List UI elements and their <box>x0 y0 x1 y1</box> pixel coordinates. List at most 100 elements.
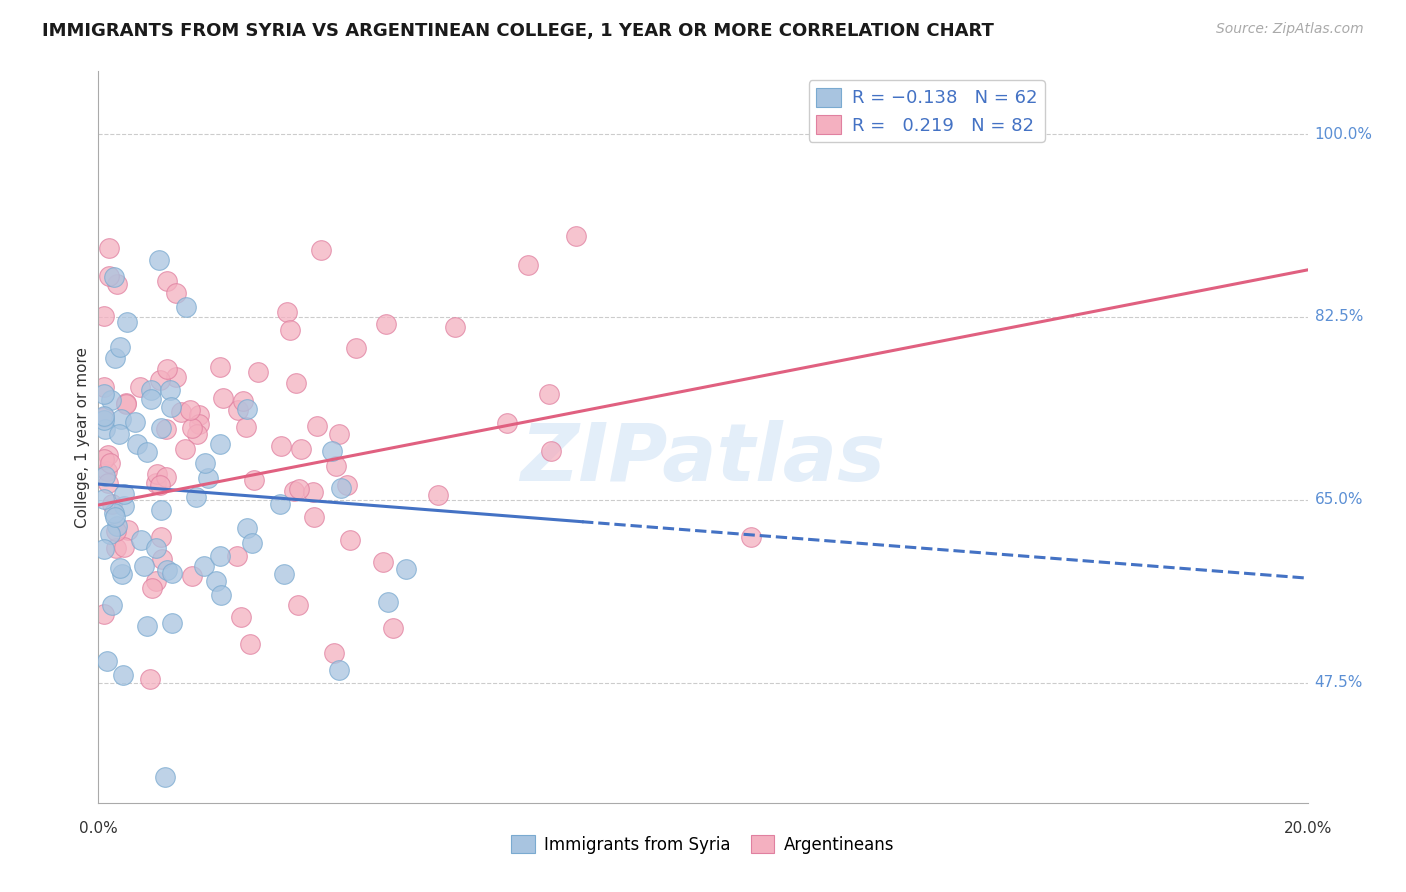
Point <box>136 618 159 632</box>
Point <box>193 558 215 573</box>
Point <box>197 471 219 485</box>
Point <box>155 470 177 484</box>
Point <box>426 488 449 502</box>
Point <box>269 497 291 511</box>
Point <box>141 581 163 595</box>
Point <box>373 555 395 569</box>
Point <box>98 526 121 541</box>
Point <box>160 400 183 414</box>
Point <box>187 408 209 422</box>
Point <box>112 540 135 554</box>
Point <box>145 574 167 588</box>
Point <box>141 383 163 397</box>
Point <box>283 483 305 498</box>
Point <box>287 598 309 612</box>
Point <box>330 482 353 496</box>
Point <box>247 365 270 379</box>
Point <box>302 509 325 524</box>
Point <box>278 323 301 337</box>
Point <box>98 241 121 255</box>
Point <box>117 523 139 537</box>
Point <box>149 373 172 387</box>
Point <box>105 277 128 291</box>
Text: Source: ZipAtlas.com: Source: ZipAtlas.com <box>1216 22 1364 37</box>
Point <box>135 444 157 458</box>
Point <box>443 320 465 334</box>
Point <box>273 566 295 581</box>
Point <box>112 487 135 501</box>
Point <box>242 474 264 488</box>
Point <box>93 409 115 423</box>
Point <box>375 317 398 331</box>
Point <box>181 421 204 435</box>
Point <box>209 549 232 564</box>
Point <box>139 392 162 406</box>
Point <box>156 563 179 577</box>
Point <box>179 403 201 417</box>
Point <box>149 478 172 492</box>
Point <box>381 621 404 635</box>
Point <box>288 482 311 496</box>
Point <box>93 413 115 427</box>
Point <box>105 519 128 533</box>
Point <box>344 341 367 355</box>
Text: 100.0%: 100.0% <box>1315 127 1372 142</box>
Point <box>115 397 138 411</box>
Point <box>104 510 127 524</box>
Point <box>160 615 183 630</box>
Text: 65.0%: 65.0% <box>1315 492 1362 508</box>
Point <box>165 286 187 301</box>
Point <box>148 253 170 268</box>
Legend: Immigrants from Syria, Argentineans: Immigrants from Syria, Argentineans <box>505 829 901 860</box>
Point <box>104 351 127 366</box>
Point <box>170 404 193 418</box>
Point <box>211 588 233 602</box>
Point <box>155 422 177 436</box>
Point <box>145 541 167 555</box>
Point <box>153 771 176 785</box>
Point <box>127 436 149 450</box>
Text: ZIPatlas: ZIPatlas <box>520 420 886 498</box>
Point <box>339 533 361 547</box>
Point <box>212 391 235 405</box>
Point <box>97 476 120 491</box>
Point <box>540 443 562 458</box>
Point <box>328 663 350 677</box>
Point <box>94 468 117 483</box>
Point <box>145 476 167 491</box>
Point <box>239 637 262 651</box>
Point <box>321 443 343 458</box>
Point <box>108 427 131 442</box>
Point <box>328 427 350 442</box>
Point <box>240 535 263 549</box>
Point <box>194 457 217 471</box>
Point <box>537 387 560 401</box>
Point <box>103 506 125 520</box>
Point <box>235 402 257 417</box>
Point <box>103 269 125 284</box>
Point <box>93 452 115 467</box>
Point <box>174 300 197 314</box>
Point <box>290 442 312 457</box>
Text: 0.0%: 0.0% <box>79 821 118 836</box>
Point <box>93 309 115 323</box>
Point <box>114 396 136 410</box>
Point <box>104 541 127 555</box>
Point <box>236 521 259 535</box>
Point <box>149 529 172 543</box>
Point <box>226 403 249 417</box>
Point <box>93 422 115 436</box>
Point <box>232 393 254 408</box>
Y-axis label: College, 1 year or more: College, 1 year or more <box>75 347 90 527</box>
Point <box>564 228 586 243</box>
Point <box>150 502 173 516</box>
Point <box>186 427 208 442</box>
Point <box>93 492 115 507</box>
Point <box>184 490 207 504</box>
Point <box>165 369 187 384</box>
Point <box>100 392 122 407</box>
Point <box>309 243 332 257</box>
Point <box>517 258 540 272</box>
Point <box>276 305 298 319</box>
Point <box>231 609 253 624</box>
